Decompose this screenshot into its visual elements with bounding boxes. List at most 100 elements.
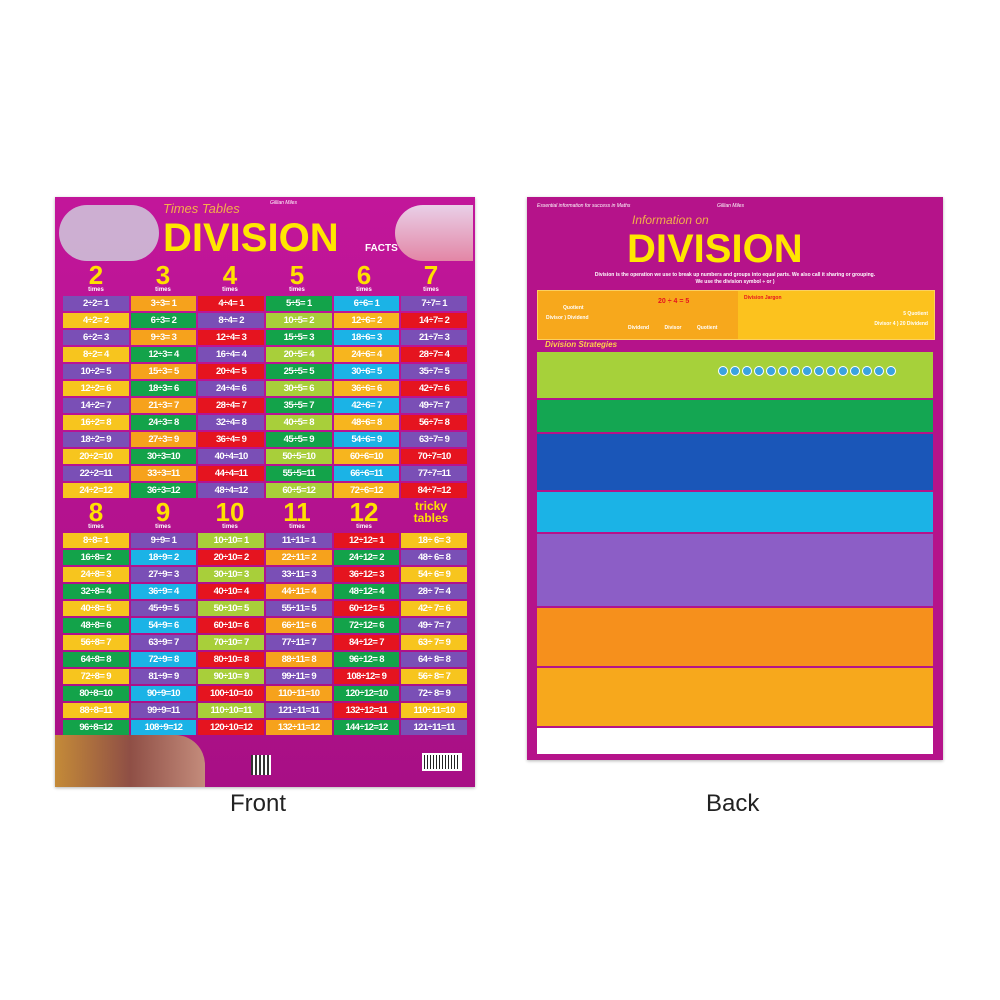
fact-cell: 36÷6= 6	[333, 381, 400, 396]
poster-title-suffix: FACTS	[365, 243, 398, 254]
jargon-title: Division Jargon	[744, 295, 782, 301]
fact-cell: 70÷7=10	[401, 449, 467, 464]
fact-cell: 36÷4= 9	[198, 432, 264, 447]
heading-number: 2	[88, 260, 104, 290]
heading-number: tricky tables	[413, 499, 449, 525]
fact-cell: 12÷6= 2	[333, 313, 400, 328]
fact-cell: 21÷7= 3	[401, 330, 467, 345]
fact-cell: 72÷6=12	[333, 483, 400, 498]
fact-cell: 63÷7= 9	[401, 432, 467, 447]
fact-cell: 22÷11= 2	[265, 550, 332, 565]
fact-cell: 35÷7= 5	[401, 364, 467, 379]
quotient-label: Quotient	[563, 305, 584, 311]
fact-cell: 48÷6= 8	[333, 415, 400, 430]
table-heading: 10 times	[198, 497, 262, 530]
fact-cell: 21÷3= 7	[130, 398, 197, 413]
fact-cell: 110÷11=10	[401, 703, 467, 718]
fact-cell: 99÷11= 9	[265, 669, 332, 684]
fact-cell: 45÷5= 9	[265, 432, 332, 447]
table-heading: 4 times	[198, 260, 262, 293]
fact-cell: 14÷2= 7	[63, 398, 129, 413]
fact-cell: 32÷8= 4	[63, 584, 129, 599]
fact-cell: 90÷10= 9	[198, 669, 264, 684]
fact-cell: 56÷8= 7	[63, 635, 129, 650]
fact-cell: 12÷12= 1	[333, 533, 400, 548]
fact-cell: 12÷2= 6	[63, 381, 129, 396]
fact-cell: 110÷10=11	[198, 703, 264, 718]
fact-cell: 60÷6=10	[333, 449, 400, 464]
fact-cell: 72÷ 8= 9	[401, 686, 467, 701]
fact-cell: 88÷11= 8	[265, 652, 332, 667]
times-label: times	[88, 524, 104, 530]
times-label: times	[222, 524, 238, 530]
fact-cell: 60÷12= 5	[333, 601, 400, 616]
fact-cell: 90÷9=10	[130, 686, 197, 701]
times-label: times	[356, 524, 372, 530]
fact-cell: 121÷11=11	[265, 703, 332, 718]
fact-cell: 33÷11= 3	[265, 567, 332, 582]
qr-code	[251, 755, 271, 775]
fact-cell: 55÷11= 5	[265, 601, 332, 616]
fact-cell: 108÷12= 9	[333, 669, 400, 684]
fact-cell: 16÷4= 4	[198, 347, 264, 362]
fact-cell: 77÷11= 7	[265, 635, 332, 650]
fact-cell: 64÷ 8= 8	[401, 652, 467, 667]
fact-cell: 18÷9= 2	[130, 550, 197, 565]
fact-cell: 99÷9=11	[130, 703, 197, 718]
fact-cell: 10÷5= 2	[265, 313, 332, 328]
fact-cell: 50÷10= 5	[198, 601, 264, 616]
back-poster: Essential information for success in Mat…	[527, 197, 943, 760]
back-subtitle: Information on	[632, 213, 709, 227]
fact-cell: 24÷6= 4	[333, 347, 400, 362]
fact-cell: 45÷9= 5	[130, 601, 197, 616]
fact-cell: 36÷9= 4	[130, 584, 197, 599]
fact-cell: 63÷ 7= 9	[401, 635, 467, 650]
barcode	[422, 753, 462, 771]
fact-cell: 96÷8=12	[63, 720, 129, 735]
table-heading: 6 times	[332, 262, 396, 293]
quotient-label: Quotient	[696, 325, 718, 331]
long-quotient: 5 Quotient	[903, 311, 928, 317]
fact-cell: 18÷3= 6	[130, 381, 197, 396]
fact-cell: 121÷11=11	[401, 720, 467, 735]
fact-cell: 10÷10= 1	[198, 533, 264, 548]
fact-cell: 44÷11= 4	[265, 584, 332, 599]
heading-number: 9	[155, 497, 171, 527]
fact-cell: 81÷9= 9	[130, 669, 197, 684]
back-title: DIVISION	[627, 227, 803, 271]
heading-number: 3	[155, 260, 171, 290]
poster-subtitle: Times Tables	[163, 201, 240, 216]
dividend-label: Dividend	[628, 325, 650, 331]
strategy-band-7	[537, 668, 933, 726]
strategy-band-1	[537, 352, 933, 398]
poster-title: DIVISION	[163, 216, 339, 260]
times-label: times	[155, 524, 171, 530]
heading-number: 10	[215, 497, 245, 527]
fact-cell: 60÷10= 6	[198, 618, 264, 633]
fact-cell: 54÷ 6= 9	[401, 567, 467, 582]
fact-cell: 36÷12= 3	[333, 567, 400, 582]
times-label: times	[88, 287, 104, 293]
fact-cell: 5÷5= 1	[265, 296, 332, 311]
fact-cell: 132÷11=12	[265, 720, 332, 735]
fact-cell: 15÷3= 5	[130, 364, 197, 379]
fact-cell: 25÷5= 5	[265, 364, 332, 379]
fact-cell: 27÷3= 9	[130, 432, 197, 447]
fact-cell: 14÷7= 2	[401, 313, 467, 328]
galah-illustration	[395, 205, 473, 261]
table-heading: 3 times	[131, 260, 195, 293]
top-tables-grid: 2÷2= 1 3÷3= 1 4÷4= 1 5÷5= 1 6÷6= 1 7÷7= 1 4÷2=…	[63, 296, 467, 498]
heading-number: 8	[88, 497, 104, 527]
heading-number: 5	[289, 260, 305, 290]
fact-cell: 48÷4=12	[198, 483, 264, 498]
heading-number: 4	[222, 260, 238, 290]
equation-labels: Dividend Divisor Quotient	[628, 325, 717, 332]
fact-cell: 55÷5=11	[265, 466, 332, 481]
fact-cell: 54÷9= 6	[130, 618, 197, 633]
fact-cell: 18÷2= 9	[63, 432, 129, 447]
fact-cell: 20÷2=10	[63, 449, 129, 464]
table-heading: 5 times	[265, 260, 329, 293]
fact-cell: 12÷3= 4	[130, 347, 197, 362]
table-heading: tricky tables	[399, 500, 463, 524]
fact-cell: 42÷6= 7	[333, 398, 400, 413]
